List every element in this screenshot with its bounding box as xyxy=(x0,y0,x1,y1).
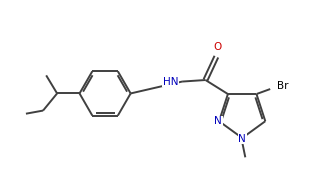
Text: HN: HN xyxy=(163,77,178,87)
Text: O: O xyxy=(213,42,222,52)
Text: N: N xyxy=(238,134,246,144)
Text: Br: Br xyxy=(277,81,289,91)
Text: N: N xyxy=(214,116,222,126)
